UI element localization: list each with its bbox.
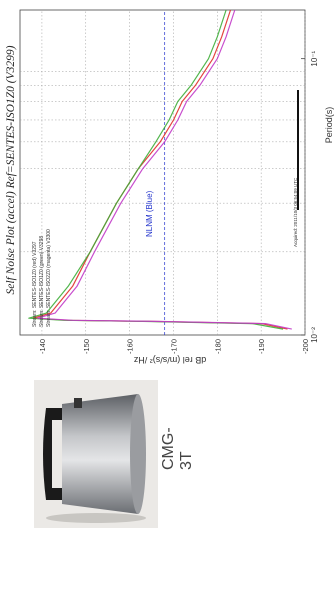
y-tick-label: -200 [301, 339, 310, 354]
x-tick-label: 10⁻¹ [310, 50, 319, 66]
marker-line [297, 90, 299, 210]
chart-title: Self Noise Plot (accel) Ref=SENTES-ISO1Z… [5, 45, 17, 294]
legend-entry: Stream: SENTES-ISO2Z0 (magenta) V3300 [46, 229, 52, 327]
x-axis-label: Period(s) [324, 107, 334, 144]
device-label: CMG-3T [160, 427, 195, 470]
y-tick-label: -170 [169, 339, 178, 354]
y-tick-label: -150 [82, 339, 91, 354]
y-tick-label: -140 [38, 339, 47, 354]
y-tick-label: -160 [126, 339, 135, 354]
legend-entry: Stream: SENTES-ISO1Z0 (red) V3297 [32, 241, 38, 327]
x-tick-label: 10⁻² [310, 327, 319, 343]
y-tick-label: -180 [213, 339, 222, 354]
legend-entry: Stream: SENTES-ISO1Z0 (green) V3298 [39, 236, 45, 327]
y-axis-label: dB rel (m/s/s)² /Hz [133, 355, 206, 365]
series-line-magenta [36, 9, 292, 330]
plot-frame [19, 9, 306, 336]
acquired-timestamp: Acquired: 2011/10/3 06:54:09 UTC [293, 177, 298, 247]
legend: Stream: SENTES-ISO1Z0 (red) V3297 Stream… [32, 229, 52, 327]
y-tick-label: -190 [257, 339, 266, 354]
nlnm-annotation: NLNM (Blue) [145, 190, 154, 237]
seismometer-photo [34, 380, 158, 528]
